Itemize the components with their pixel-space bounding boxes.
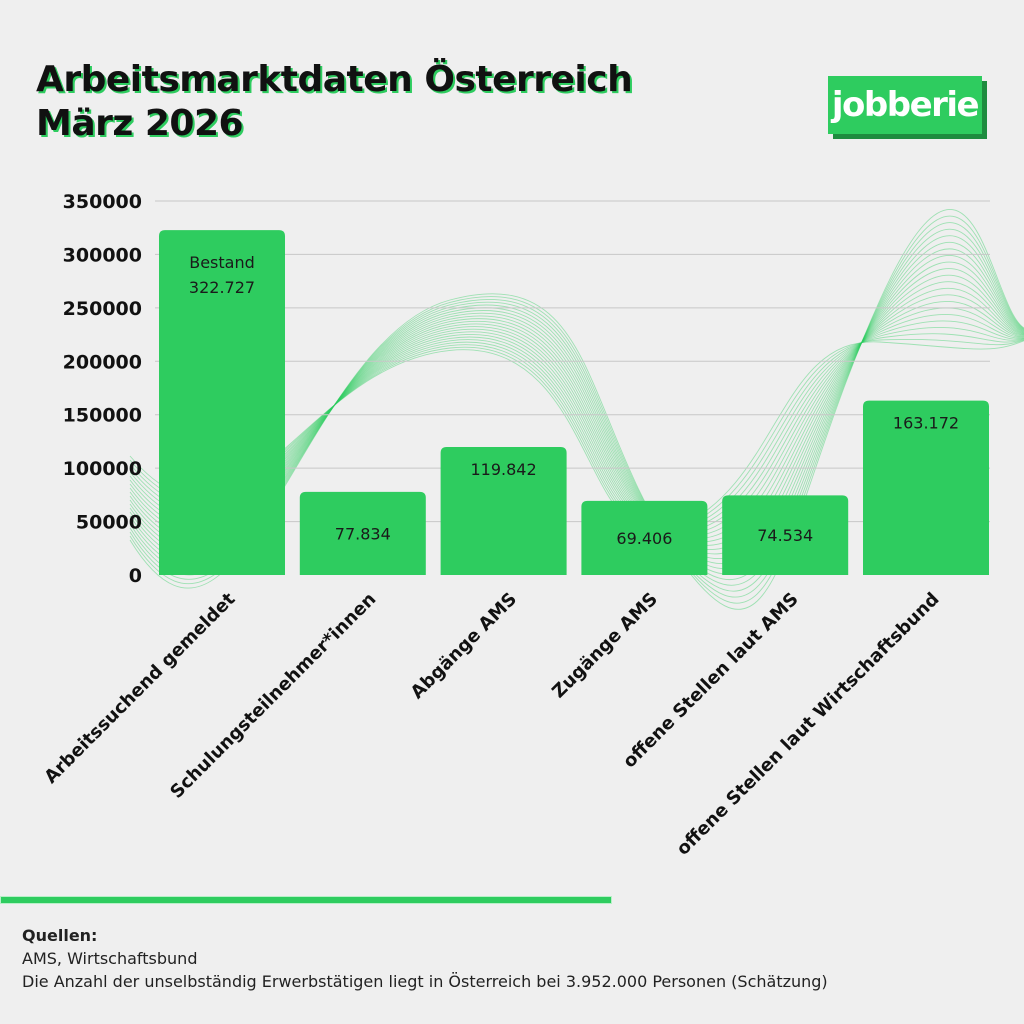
x-category-label: Abgänge AMS [407, 589, 521, 703]
bar-value-label: 74.534 [757, 526, 813, 545]
page-title: Arbeitsmarktdaten Österreich März 2026 [36, 58, 633, 146]
y-tick-label: 300000 [63, 244, 142, 266]
footer-divider [0, 896, 612, 904]
bar-value-label: 322.727 [189, 278, 255, 297]
bar-chart: 0 50000 100000 150000 200000 250000 300000 3500… [40, 191, 1024, 860]
x-axis-category-labels: Arbeitssuchend gemeldetSchulungsteilnehm… [40, 588, 943, 859]
bar [299, 491, 426, 575]
chart-gridlines [155, 200, 990, 523]
sources-block: Quellen: AMS, Wirtschaftsbund Die Anzahl… [22, 924, 828, 993]
bar [440, 446, 567, 575]
bar [863, 400, 989, 575]
y-tick-label: 50000 [76, 512, 142, 534]
x-category-label: Zugänge AMS [548, 589, 662, 703]
bar [722, 495, 849, 575]
sources-heading: Quellen: [22, 926, 98, 945]
title-line-2: März 2026 [36, 103, 244, 144]
y-tick-label: 0 [129, 565, 142, 587]
sources-list: AMS, Wirtschaftsbund [22, 949, 198, 968]
chart-bars: Bestand 322.727 77.834 119.842 69.406 74.534 1… [159, 230, 989, 576]
y-axis-tick-labels: 0 50000 100000 150000 200000 250000 300000 3500… [63, 191, 142, 587]
y-tick-label: 350000 [63, 191, 142, 213]
jobberie-logo[interactable]: jobberie [828, 76, 982, 134]
bar [159, 230, 285, 576]
bar-value-label: 77.834 [335, 524, 391, 543]
title-line-1: Arbeitsmarktdaten Österreich [36, 59, 633, 100]
bar-value-label: 69.406 [616, 529, 672, 548]
bar [581, 500, 708, 575]
y-tick-label: 250000 [63, 298, 142, 320]
y-tick-label: 200000 [63, 351, 142, 373]
bar-value-label: 119.842 [471, 460, 537, 479]
y-tick-label: 100000 [63, 458, 142, 480]
employment-note: Die Anzahl der unselbständig Erwerbstäti… [22, 972, 828, 991]
bar-value-label: 163.172 [893, 414, 959, 433]
y-tick-label: 150000 [63, 405, 142, 427]
bar-annotation: Bestand [189, 253, 255, 272]
x-category-label: offene Stellen laut Wirtschaftsbund [673, 589, 944, 860]
